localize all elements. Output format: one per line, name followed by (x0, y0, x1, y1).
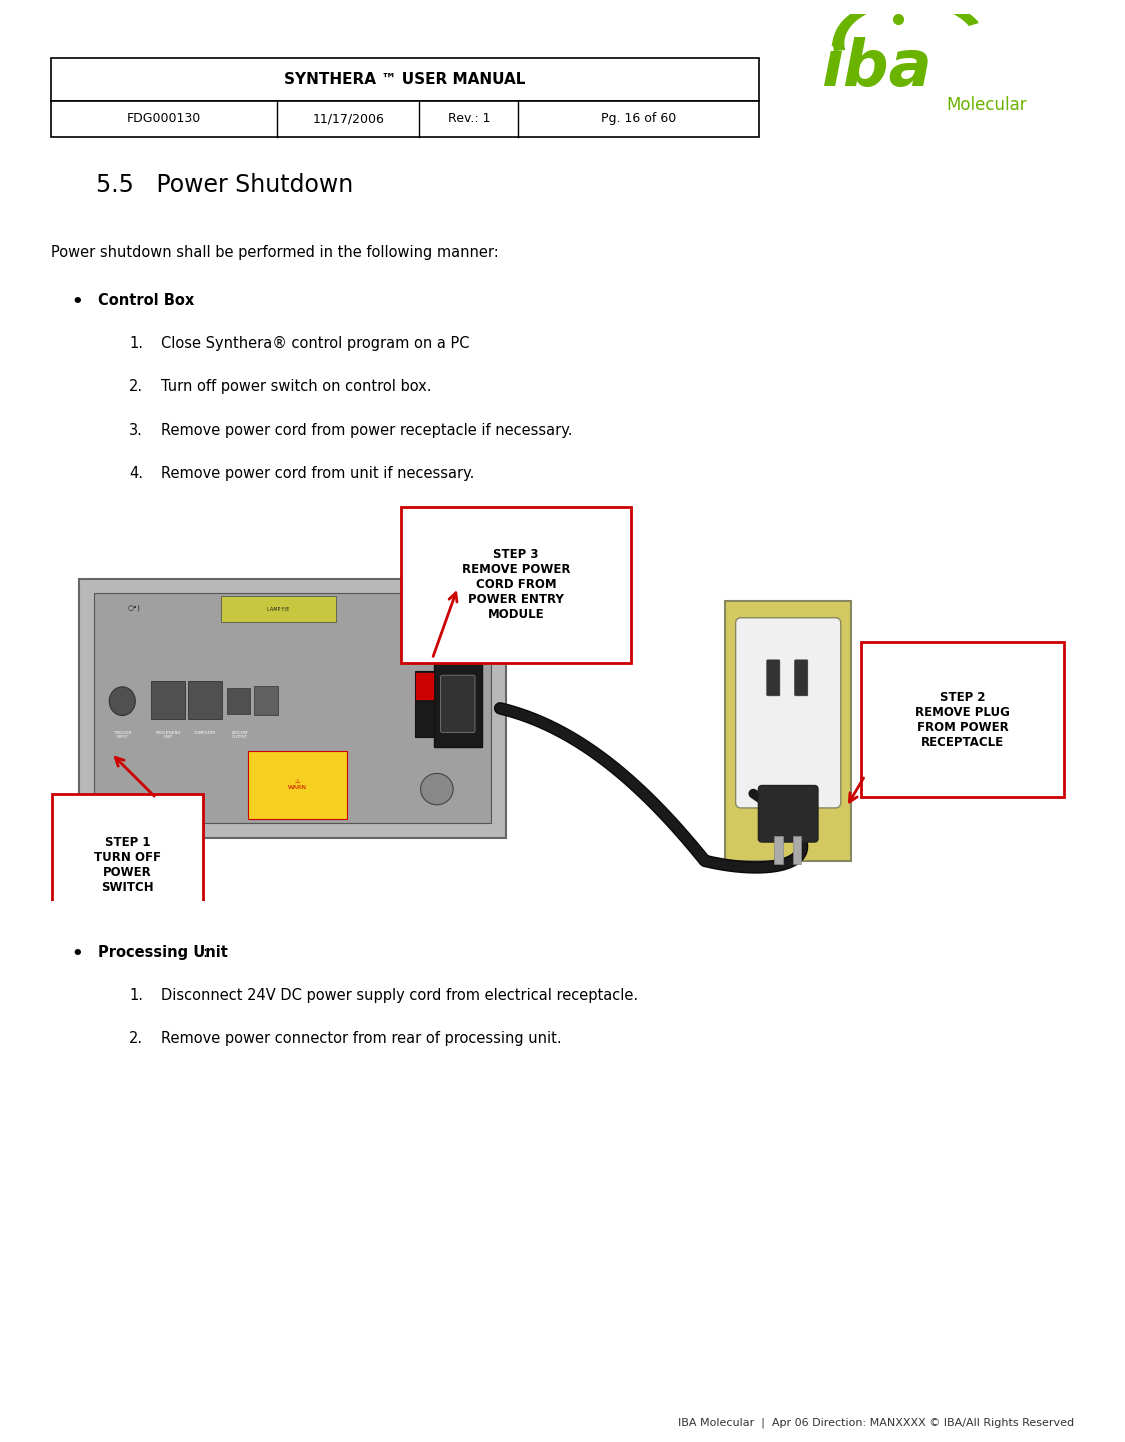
FancyBboxPatch shape (767, 660, 780, 696)
FancyBboxPatch shape (415, 672, 434, 701)
Text: STEP 2
REMOVE PLUG
FROM POWER
RECEPTACLE: STEP 2 REMOVE PLUG FROM POWER RECEPTACLE (916, 691, 1010, 748)
FancyBboxPatch shape (758, 786, 818, 842)
Text: IBA Molecular  |  Apr 06 Direction: MANXXXX © IBA/All Rights Reserved: IBA Molecular | Apr 06 Direction: MANXXX… (678, 1417, 1074, 1428)
FancyBboxPatch shape (726, 601, 850, 861)
FancyBboxPatch shape (51, 101, 759, 137)
Text: 11/17/2006: 11/17/2006 (313, 112, 385, 125)
Text: TRIGGER
INPUT: TRIGGER INPUT (114, 731, 130, 740)
FancyBboxPatch shape (441, 675, 475, 733)
FancyBboxPatch shape (151, 682, 184, 720)
Text: 4.: 4. (129, 466, 143, 480)
Text: Processing Unit: Processing Unit (98, 945, 227, 959)
Text: •: • (71, 293, 82, 310)
Text: STEP 1
TURN OFF
POWER
SWITCH: STEP 1 TURN OFF POWER SWITCH (93, 836, 161, 894)
FancyBboxPatch shape (434, 660, 482, 747)
FancyBboxPatch shape (400, 508, 631, 662)
Ellipse shape (109, 686, 135, 715)
Text: 2.: 2. (129, 379, 144, 394)
FancyBboxPatch shape (862, 642, 1064, 797)
Text: COMPUTER: COMPUTER (195, 731, 216, 735)
FancyBboxPatch shape (227, 688, 250, 714)
FancyBboxPatch shape (188, 682, 222, 720)
Text: Remove power cord from unit if necessary.: Remove power cord from unit if necessary… (161, 466, 475, 480)
FancyBboxPatch shape (248, 750, 346, 819)
FancyBboxPatch shape (793, 836, 801, 864)
Text: iba: iba (821, 37, 933, 99)
Text: Close Synthera® control program on a PC: Close Synthera® control program on a PC (161, 336, 469, 350)
FancyBboxPatch shape (414, 671, 435, 737)
Ellipse shape (421, 773, 453, 805)
FancyBboxPatch shape (736, 617, 840, 808)
Text: PROCESSING
UNIT: PROCESSING UNIT (155, 731, 181, 740)
Text: ○•): ○•) (128, 604, 141, 611)
FancyBboxPatch shape (253, 686, 278, 715)
Text: :: : (202, 945, 207, 959)
Text: Power shutdown shall be performed in the following manner:: Power shutdown shall be performed in the… (51, 245, 498, 260)
Text: Control Box: Control Box (98, 293, 195, 307)
Text: SYNTHERA ™ USER MANUAL: SYNTHERA ™ USER MANUAL (285, 72, 525, 87)
FancyBboxPatch shape (94, 594, 490, 823)
Text: FDG000130: FDG000130 (127, 112, 201, 125)
Text: Molecular: Molecular (946, 95, 1027, 114)
FancyBboxPatch shape (51, 58, 759, 101)
Text: Disconnect 24V DC power supply cord from electrical receptacle.: Disconnect 24V DC power supply cord from… (161, 988, 638, 1002)
Text: ⚠
WARN: ⚠ WARN (288, 779, 307, 790)
Text: STEP 3
REMOVE POWER
CORD FROM
POWER ENTRY
MODULE: STEP 3 REMOVE POWER CORD FROM POWER ENTR… (461, 548, 570, 622)
Text: Pg. 16 of 60: Pg. 16 of 60 (601, 112, 676, 125)
FancyBboxPatch shape (794, 660, 808, 696)
Text: •: • (71, 945, 82, 962)
Text: DIOCOM
OUTPUT: DIOCOM OUTPUT (232, 731, 248, 740)
Text: Remove power cord from power receptacle if necessary.: Remove power cord from power receptacle … (161, 423, 573, 437)
Text: :: : (188, 293, 192, 307)
FancyBboxPatch shape (220, 596, 336, 622)
Text: 1.: 1. (129, 988, 143, 1002)
FancyBboxPatch shape (52, 795, 204, 936)
FancyBboxPatch shape (774, 836, 783, 864)
Text: 2.: 2. (129, 1031, 144, 1045)
Text: 1.: 1. (129, 336, 143, 350)
Polygon shape (834, 0, 978, 50)
Text: 5.5   Power Shutdown: 5.5 Power Shutdown (96, 173, 353, 198)
Text: Rev.: 1: Rev.: 1 (448, 112, 490, 125)
FancyBboxPatch shape (80, 580, 506, 838)
Text: 3.: 3. (129, 423, 143, 437)
Text: LAMP F/E: LAMP F/E (268, 606, 290, 611)
Text: Turn off power switch on control box.: Turn off power switch on control box. (161, 379, 431, 394)
Text: Remove power connector from rear of processing unit.: Remove power connector from rear of proc… (161, 1031, 561, 1045)
